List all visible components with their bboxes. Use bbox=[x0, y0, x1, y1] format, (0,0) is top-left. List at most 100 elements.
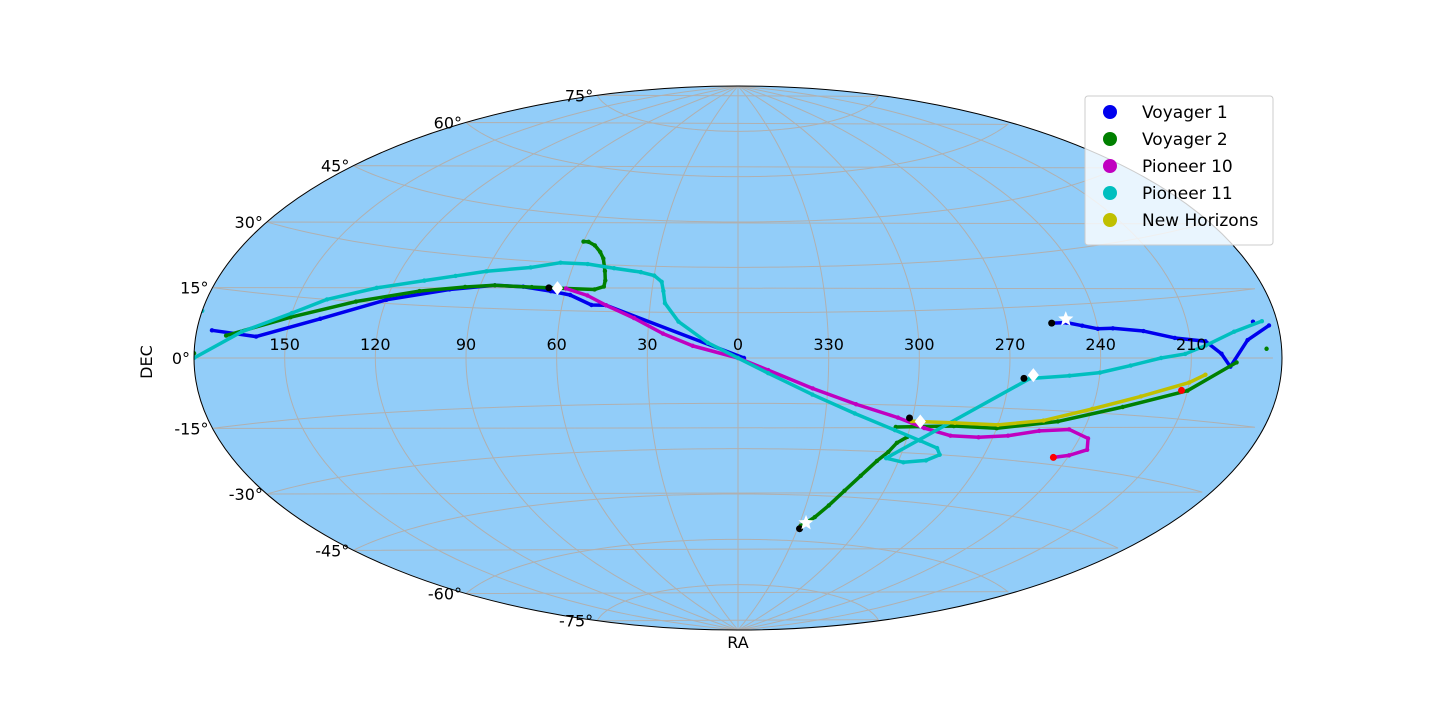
pioneer-11-start-marker bbox=[1020, 374, 1028, 382]
pioneer-11-point bbox=[484, 269, 489, 274]
pioneer-11-point bbox=[528, 265, 533, 270]
pioneer-11-point bbox=[611, 266, 617, 271]
voyager-2-point bbox=[353, 299, 359, 304]
pioneer-10-point bbox=[1005, 433, 1011, 438]
dec-tick-label: -30° bbox=[229, 485, 263, 504]
pioneer-10-end-marker bbox=[1049, 453, 1057, 461]
new-horizons-point bbox=[1089, 406, 1095, 412]
legend-swatch bbox=[1103, 186, 1117, 200]
voyager-2-point bbox=[529, 284, 534, 290]
new-horizons-point bbox=[1203, 372, 1208, 377]
voyager-2-point bbox=[886, 449, 891, 455]
parallel-gridline bbox=[266, 221, 1203, 268]
parallel-gridline bbox=[212, 287, 1256, 314]
pioneer-11-point bbox=[652, 273, 657, 278]
voyager-1-current-star bbox=[1058, 311, 1074, 326]
pioneer-11-point bbox=[453, 273, 458, 279]
legend-label: Pioneer 10 bbox=[1142, 157, 1233, 177]
dec-tick-label: 15° bbox=[180, 279, 208, 298]
pioneer-11-point bbox=[923, 458, 929, 463]
pioneer-11-point bbox=[659, 279, 664, 284]
voyager-1-point bbox=[1080, 323, 1085, 328]
x-axis-label: RA bbox=[727, 633, 748, 652]
pioneer-11-point bbox=[324, 297, 330, 302]
pioneer-11-point bbox=[901, 460, 906, 465]
ra-tick-label: 0 bbox=[733, 335, 743, 354]
pioneer-11-point bbox=[892, 427, 898, 433]
pioneer-11-point bbox=[852, 411, 858, 416]
pioneer-11-point bbox=[937, 452, 942, 457]
pioneer-10-point bbox=[563, 286, 569, 291]
ra-tick-label: 30 bbox=[637, 335, 657, 354]
parallel-gridline bbox=[596, 584, 880, 622]
voyager-2-point bbox=[417, 288, 422, 294]
legend-label: New Horizons bbox=[1142, 211, 1258, 231]
pioneer-10-point bbox=[660, 331, 666, 336]
legend-label: Pioneer 11 bbox=[1142, 184, 1233, 204]
voyager-1-point bbox=[589, 302, 594, 308]
voyager-2-point bbox=[1055, 419, 1061, 424]
pioneer-11-point bbox=[810, 392, 815, 397]
pioneer-10-point bbox=[603, 303, 609, 308]
pioneer-11-point bbox=[765, 370, 771, 376]
voyager-1-point bbox=[1266, 323, 1272, 328]
pioneer-11-point bbox=[883, 455, 889, 461]
voyager-2-point bbox=[462, 284, 468, 290]
pioneer-10-point bbox=[922, 425, 927, 431]
voyager-2-point bbox=[826, 503, 831, 508]
voyager-1-point bbox=[1172, 335, 1178, 341]
parallel-gridline bbox=[465, 538, 1010, 595]
ra-tick-label: 300 bbox=[904, 335, 935, 354]
voyager-2-point bbox=[1185, 388, 1190, 393]
new-horizons-point bbox=[952, 420, 958, 426]
ra-tick-label: 60 bbox=[546, 335, 566, 354]
pioneer-10-current-diamond bbox=[551, 281, 564, 296]
pioneer-11-point bbox=[1067, 373, 1072, 378]
voyager-1-point bbox=[209, 328, 215, 333]
pioneer-10-start-marker bbox=[545, 284, 553, 292]
voyager-2-point bbox=[812, 514, 818, 520]
new-horizons-start-marker bbox=[905, 414, 913, 422]
dec-tick-label: 60° bbox=[434, 113, 462, 132]
dec-tick-label: 0° bbox=[172, 349, 190, 368]
pioneer-11-point bbox=[934, 445, 940, 451]
pioneer-11-point bbox=[662, 300, 668, 306]
parallel-gridline bbox=[353, 165, 1119, 223]
legend-swatch bbox=[1103, 105, 1117, 119]
pioneer-11-point bbox=[638, 269, 644, 275]
pioneer-11-point bbox=[1097, 370, 1103, 375]
pioneer-10-point bbox=[1066, 453, 1072, 458]
legend-swatch bbox=[1103, 132, 1117, 146]
pioneer-11-point bbox=[735, 355, 741, 361]
voyager-2-point bbox=[842, 488, 847, 493]
new-horizons-point bbox=[995, 422, 1001, 428]
voyager-2-point bbox=[894, 440, 900, 446]
voyager-2-point bbox=[581, 239, 586, 244]
new-horizons-current-diamond bbox=[914, 414, 926, 429]
voyager-2-point bbox=[592, 287, 597, 292]
voyager-2-point bbox=[223, 333, 229, 338]
voyager-2-point bbox=[994, 426, 999, 431]
voyager-2-point bbox=[288, 314, 293, 320]
voyager-1-track bbox=[1049, 320, 1271, 369]
voyager-1-point bbox=[1110, 326, 1116, 331]
voyager-1-start-marker bbox=[1048, 319, 1056, 327]
dec-tick-label: 30° bbox=[235, 213, 263, 232]
voyager-1-point bbox=[384, 297, 389, 302]
voyager-2-point bbox=[1264, 346, 1269, 351]
ra-tick-label: 120 bbox=[360, 335, 391, 354]
spacecraft-tracks bbox=[194, 239, 1272, 528]
dec-tick-label: 75° bbox=[565, 86, 593, 105]
legend-box bbox=[1084, 95, 1274, 246]
voyager-2-point bbox=[603, 278, 608, 283]
pioneer-11-point bbox=[1183, 351, 1188, 357]
dec-tick-label: -75° bbox=[559, 612, 593, 631]
voyager-2-point bbox=[586, 239, 591, 245]
spacecraft-markers bbox=[545, 281, 1186, 533]
ra-tick-label: 150 bbox=[269, 335, 300, 354]
parallel-gridline bbox=[266, 448, 1203, 495]
new-horizons-point bbox=[1186, 380, 1192, 385]
pioneer-10-point bbox=[1066, 427, 1072, 432]
voyager-2-track bbox=[799, 435, 910, 528]
